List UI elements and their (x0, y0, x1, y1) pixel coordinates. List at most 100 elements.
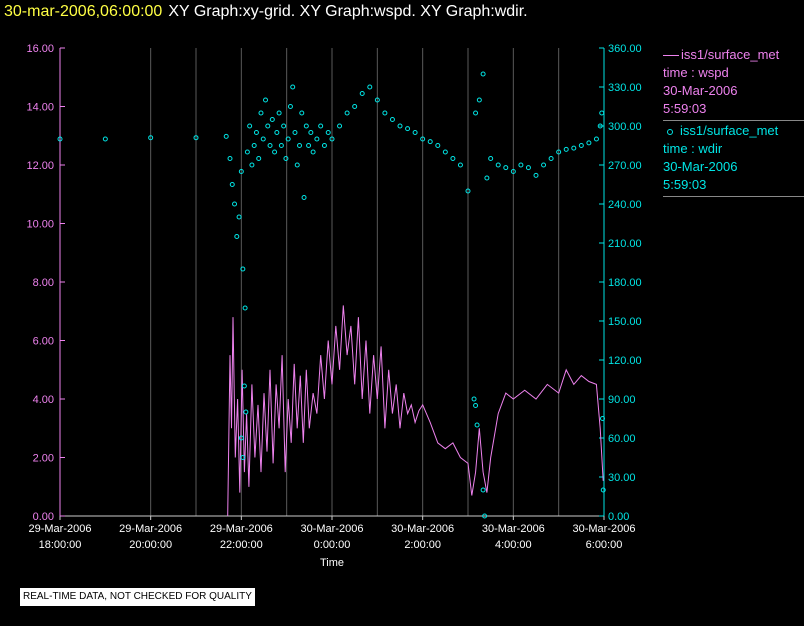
data-point-wdir (148, 135, 154, 141)
data-point-wdir (260, 136, 266, 142)
legend-entry-wspd: iss1/surface_met time : wspd 30-Mar-2006… (663, 46, 804, 121)
data-point-wdir (256, 156, 262, 161)
y-right-tick-label: 270.00 (608, 160, 642, 172)
data-point-wdir (337, 123, 343, 129)
data-point-wdir (484, 175, 490, 181)
data-point-wdir (473, 403, 479, 408)
y-right-tick-label: 360.00 (608, 43, 642, 55)
x-tick-label: 29-Mar-2006 (119, 523, 182, 535)
data-point-wdir (359, 91, 365, 96)
y-left-tick-label: 10.00 (26, 219, 54, 231)
x-tick-label: 30-Mar-2006 (391, 523, 454, 535)
data-point-wdir (236, 214, 242, 220)
data-point-wdir (285, 136, 291, 142)
data-point-wdir (267, 143, 273, 148)
data-point-wdir (314, 136, 320, 142)
data-point-wdir (525, 165, 531, 171)
data-point-wdir (344, 110, 350, 116)
data-point-wdir (571, 145, 577, 151)
data-point-wdir (227, 156, 233, 161)
y-right-tick-label: 150.00 (608, 316, 642, 328)
data-point-wdir (276, 110, 282, 116)
legend-date: 30-Mar-2006 (663, 83, 738, 98)
data-point-wdir (367, 84, 373, 90)
legend-name: iss1/surface_met (680, 123, 779, 138)
data-point-wdir (247, 123, 253, 129)
x-tick-label: 4:00:00 (495, 539, 532, 551)
data-point-wdir (533, 172, 539, 178)
data-point-wdir (287, 104, 293, 109)
data-point-wdir (435, 143, 441, 148)
data-point-wdir (374, 97, 380, 103)
y-left-tick-label: 16.00 (26, 43, 54, 55)
data-point-wdir (310, 149, 316, 155)
data-point-wdir (599, 416, 605, 421)
data-point-wdir (57, 136, 63, 142)
data-point-wdir (465, 188, 471, 194)
legend-time: 5:59:03 (663, 177, 707, 192)
y-right-tick-label: 330.00 (608, 82, 642, 94)
data-point-wdir (600, 487, 606, 493)
data-point-wdir (563, 146, 569, 152)
data-point-wdir (253, 130, 259, 135)
data-point-wdir (597, 123, 603, 129)
legend-entry-wdir: iss1/surface_met time : wdir 30-Mar-2006… (663, 122, 804, 197)
data-point-wdir (405, 126, 411, 132)
legend-var: time : wdir (663, 141, 723, 156)
data-point-wdir (223, 133, 229, 139)
data-point-wdir (238, 169, 244, 174)
data-point-wdir (241, 383, 247, 389)
data-point-wdir (389, 117, 395, 122)
data-point-wdir (229, 182, 235, 187)
data-point-wdir (232, 201, 238, 207)
y-right-tick-label: 120.00 (608, 355, 642, 367)
data-point-wdir (450, 156, 456, 161)
y-right-tick-label: 60.00 (608, 433, 636, 445)
x-tick-label: 30-Mar-2006 (573, 523, 636, 535)
y-right-tick-label: 0.00 (608, 511, 629, 523)
x-tick-label: 18:00:00 (39, 539, 82, 551)
data-point-wdir (471, 396, 477, 402)
legend: iss1/surface_met time : wspd 30-Mar-2006… (663, 46, 804, 198)
data-point-wdir (318, 123, 324, 129)
data-point-wdir (556, 149, 562, 155)
data-point-wdir (251, 143, 257, 148)
data-point-wdir (480, 487, 486, 493)
data-point-wdir (263, 97, 269, 103)
data-point-wdir (482, 513, 488, 519)
data-point-wdir (299, 110, 305, 116)
y-right-tick-label: 210.00 (608, 238, 642, 250)
data-point-wdir (578, 143, 584, 148)
data-point-wdir (102, 136, 108, 142)
y-left-tick-label: 6.00 (33, 336, 54, 348)
data-point-wdir (240, 266, 246, 272)
data-point-wdir (488, 156, 494, 161)
y-right-tick-label: 90.00 (608, 394, 636, 406)
data-point-wdir (412, 130, 418, 135)
data-point-wdir (599, 110, 605, 116)
data-point-wdir (238, 435, 244, 441)
x-tick-label: 29-Mar-2006 (210, 523, 273, 535)
y-right-tick-label: 240.00 (608, 199, 642, 211)
data-point-wdir (457, 162, 463, 168)
data-point-wdir (397, 123, 403, 129)
data-point-wdir (325, 130, 331, 135)
x-tick-label: 2:00:00 (404, 539, 441, 551)
data-point-wdir (243, 409, 249, 415)
data-point-wdir (321, 143, 327, 148)
y-left-tick-label: 4.00 (33, 394, 54, 406)
data-point-wdir (329, 136, 335, 142)
circle-marker-icon (667, 128, 673, 135)
y-left-tick-label: 0.00 (33, 511, 54, 523)
data-point-wdir (283, 156, 289, 161)
x-tick-label: 29-Mar-2006 (29, 523, 92, 535)
x-tick-label: 30-Mar-2006 (301, 523, 364, 535)
title-date: 30-mar-2006,06:00:00 (4, 3, 163, 20)
data-point-wdir (474, 422, 480, 428)
data-point-wdir (586, 140, 592, 146)
data-point-wdir (272, 149, 278, 155)
x-tick-label: 6:00:00 (586, 539, 623, 551)
data-point-wdir (193, 135, 199, 141)
chart-title-bar: 30-mar-2006,06:00:00 XY Graph:xy-grid. XY… (4, 1, 528, 23)
